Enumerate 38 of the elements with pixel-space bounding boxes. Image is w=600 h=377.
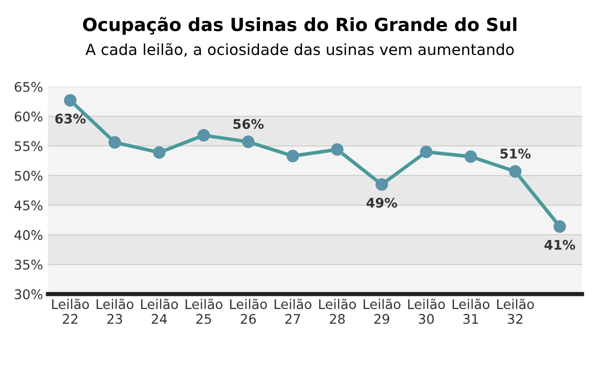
point <box>242 136 254 148</box>
point <box>64 94 76 107</box>
y-tick-label: 35% <box>14 260 42 270</box>
point <box>331 143 344 156</box>
point <box>554 220 566 233</box>
x-tick-label: Leilão 29 <box>364 298 400 324</box>
point <box>108 136 121 149</box>
y-tick-label: 55% <box>14 141 42 152</box>
point <box>286 150 299 162</box>
x-tick-label: Leilão 31 <box>452 298 490 324</box>
x-tick-label: Leilão 25 <box>186 298 222 324</box>
chart-title: Ocupação das Usinas do Rio Grande do Sul <box>83 16 516 35</box>
data-label: 41% <box>544 240 576 250</box>
x-tick-label: Leilão 30 <box>408 298 445 324</box>
data-label: 49% <box>366 198 398 208</box>
point <box>153 146 166 159</box>
y-tick-label: 45% <box>14 200 42 210</box>
x-tick-label: Leilão 27 <box>274 298 312 324</box>
data-label: 51% <box>500 148 531 159</box>
y-tick-label: 40% <box>14 230 42 240</box>
y-tick-label: 30% <box>14 289 42 300</box>
data-label: 56% <box>233 118 264 129</box>
x-tick-label: Leilão 26 <box>230 298 267 324</box>
x-tick-label: Leilão 28 <box>319 298 356 324</box>
point <box>198 129 210 142</box>
point <box>420 146 432 158</box>
data-label: 63% <box>55 114 86 124</box>
point <box>464 150 477 163</box>
x-tick-label: Leilão 24 <box>141 298 178 324</box>
point <box>376 178 388 191</box>
y-tick-label: 50% <box>14 170 42 181</box>
chart-subtitle: A cada leilão, a ociosidade das usinas vem aumentando <box>86 43 514 57</box>
y-tick-label: 65% <box>14 82 42 92</box>
x-tick-label: Leilão 32 <box>497 298 534 324</box>
point <box>509 165 522 178</box>
x-tick-label: Leilão 23 <box>96 298 134 324</box>
x-tick-label: Leilão 22 <box>52 298 89 324</box>
y-tick-label: 60% <box>14 112 42 122</box>
